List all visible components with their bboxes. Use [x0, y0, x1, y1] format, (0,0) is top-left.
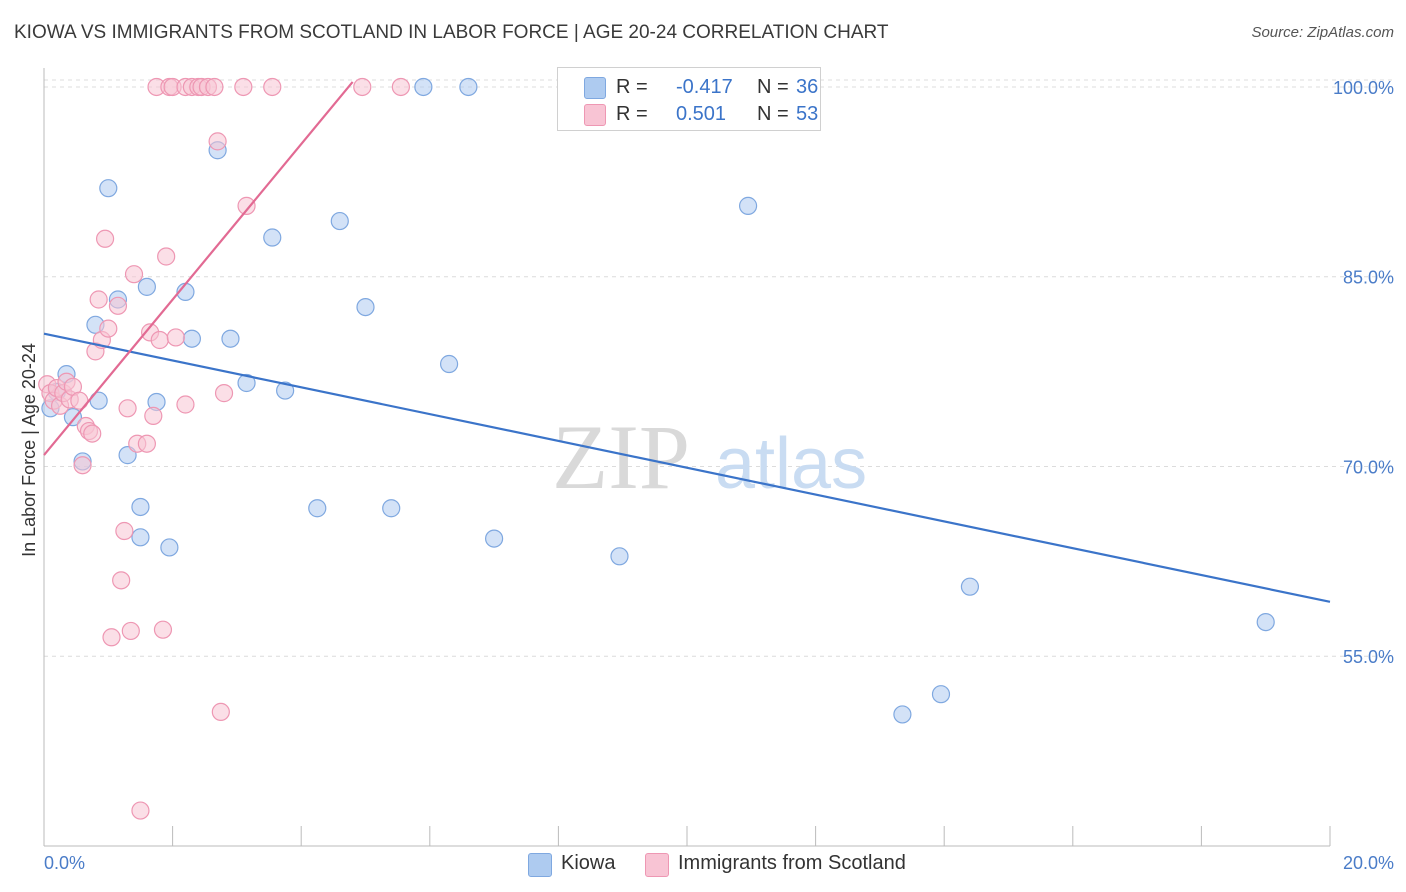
watermark: ZIP atlas [552, 406, 867, 508]
scotland-point [118, 399, 137, 418]
kiowa-point [610, 547, 629, 566]
scotland-point [237, 196, 256, 215]
trend-lines [43, 81, 1331, 603]
scotland-point [124, 265, 144, 284]
scotland-point [150, 330, 169, 350]
legend-n-value: 53 [796, 103, 819, 125]
kiowa-legend-swatch [528, 853, 552, 877]
kiowa-point [131, 497, 150, 517]
legend-r-value: 0.501 [676, 103, 727, 125]
scotland-point [83, 424, 102, 443]
y-tick-label: 70.0% [1343, 457, 1394, 477]
legend-r-label: R = [616, 76, 648, 98]
scotland-point [102, 628, 121, 647]
kiowa-point [439, 354, 459, 374]
y-tick-label: 100.0% [1333, 78, 1394, 98]
kiowa-point [137, 277, 156, 296]
watermark-zip: ZIP [552, 406, 690, 508]
kiowa-point [459, 77, 478, 97]
kiowa-point [182, 329, 201, 348]
scotland-point [157, 247, 176, 266]
scotland-point [391, 77, 410, 97]
scotland-point [153, 620, 173, 639]
y-axis-label: In Labor Force | Age 20-24 [19, 343, 39, 557]
kiowa-point [382, 499, 401, 518]
kiowa-point [99, 179, 118, 198]
scotland-point [73, 456, 92, 475]
y-tick-label: 55.0% [1343, 647, 1394, 667]
scotland-legend-swatch [645, 853, 669, 877]
scotland-point [211, 702, 230, 722]
grid-lines [44, 79, 1392, 657]
scotland-point [131, 801, 150, 820]
scotland-point [95, 229, 115, 248]
kiowa-point [160, 538, 179, 557]
scotland-trend-line [43, 81, 354, 456]
kiowa-point [131, 528, 150, 547]
scotland-point [166, 328, 185, 347]
kiowa-point [263, 228, 282, 247]
kiowa-trend-line [43, 332, 1331, 603]
kiowa-point [308, 499, 327, 518]
chart-title: KIOWA VS IMMIGRANTS FROM SCOTLAND IN LAB… [14, 22, 889, 43]
x-tick-label: 20.0% [1343, 853, 1394, 873]
scotland-point [89, 290, 108, 309]
kiowa-point [330, 211, 349, 231]
kiowa-point [485, 529, 504, 548]
legend-n-label: N = [757, 103, 789, 125]
legend-r-label: R = [616, 103, 648, 125]
scotland-point [108, 296, 128, 315]
scotland-point [214, 384, 234, 403]
kiowa-point [893, 705, 912, 724]
kiowa-point [276, 381, 295, 400]
legend-n-value: 36 [796, 76, 819, 98]
kiowa-point [931, 685, 951, 704]
scotland-point [144, 406, 163, 425]
y-axis-label-wrap: In Labor Force | Age 20-24 [8, 300, 48, 600]
scotland-point [112, 571, 131, 590]
watermark-atlas: atlas [715, 424, 867, 504]
scotland-swatch [584, 104, 606, 126]
source-credit: Source: ZipAtlas.com [1251, 24, 1394, 41]
kiowa-point [63, 408, 83, 427]
kiowa-legend-label: Kiowa [561, 852, 616, 874]
x-tick-label: 0.0% [44, 853, 85, 873]
scotland-point [121, 621, 140, 641]
scotland-point [115, 521, 134, 541]
scotland-legend-label: Immigrants from Scotland [678, 852, 906, 874]
kiowa-point [960, 577, 980, 596]
y-tick-label: 85.0% [1343, 268, 1394, 288]
kiowa-point [237, 373, 256, 393]
scotland-point [176, 395, 195, 414]
scotland-point [208, 132, 227, 151]
kiowa-point [414, 77, 433, 97]
correlation-legend: R = -0.417 N = 36 R = 0.501 N = 53 [557, 67, 821, 131]
kiowa-point [738, 196, 758, 215]
tick-labels: 55.0% 70.0% 85.0% 100.0% 0.0% 20.0% [44, 78, 1394, 873]
kiowa-swatch [584, 77, 606, 99]
legend-n-label: N = [757, 76, 789, 98]
axes [43, 68, 1331, 847]
kiowa-point [356, 297, 375, 317]
kiowa-point [221, 329, 240, 348]
scotland-point [234, 77, 253, 97]
kiowa-point [1256, 612, 1275, 632]
scotland-point [263, 77, 282, 97]
scotland-point [137, 434, 156, 453]
data-points [38, 77, 1275, 820]
scotland-point [205, 77, 224, 97]
scotland-point [99, 319, 118, 338]
legend-r-value: -0.417 [676, 76, 733, 98]
scotland-point [353, 77, 372, 97]
